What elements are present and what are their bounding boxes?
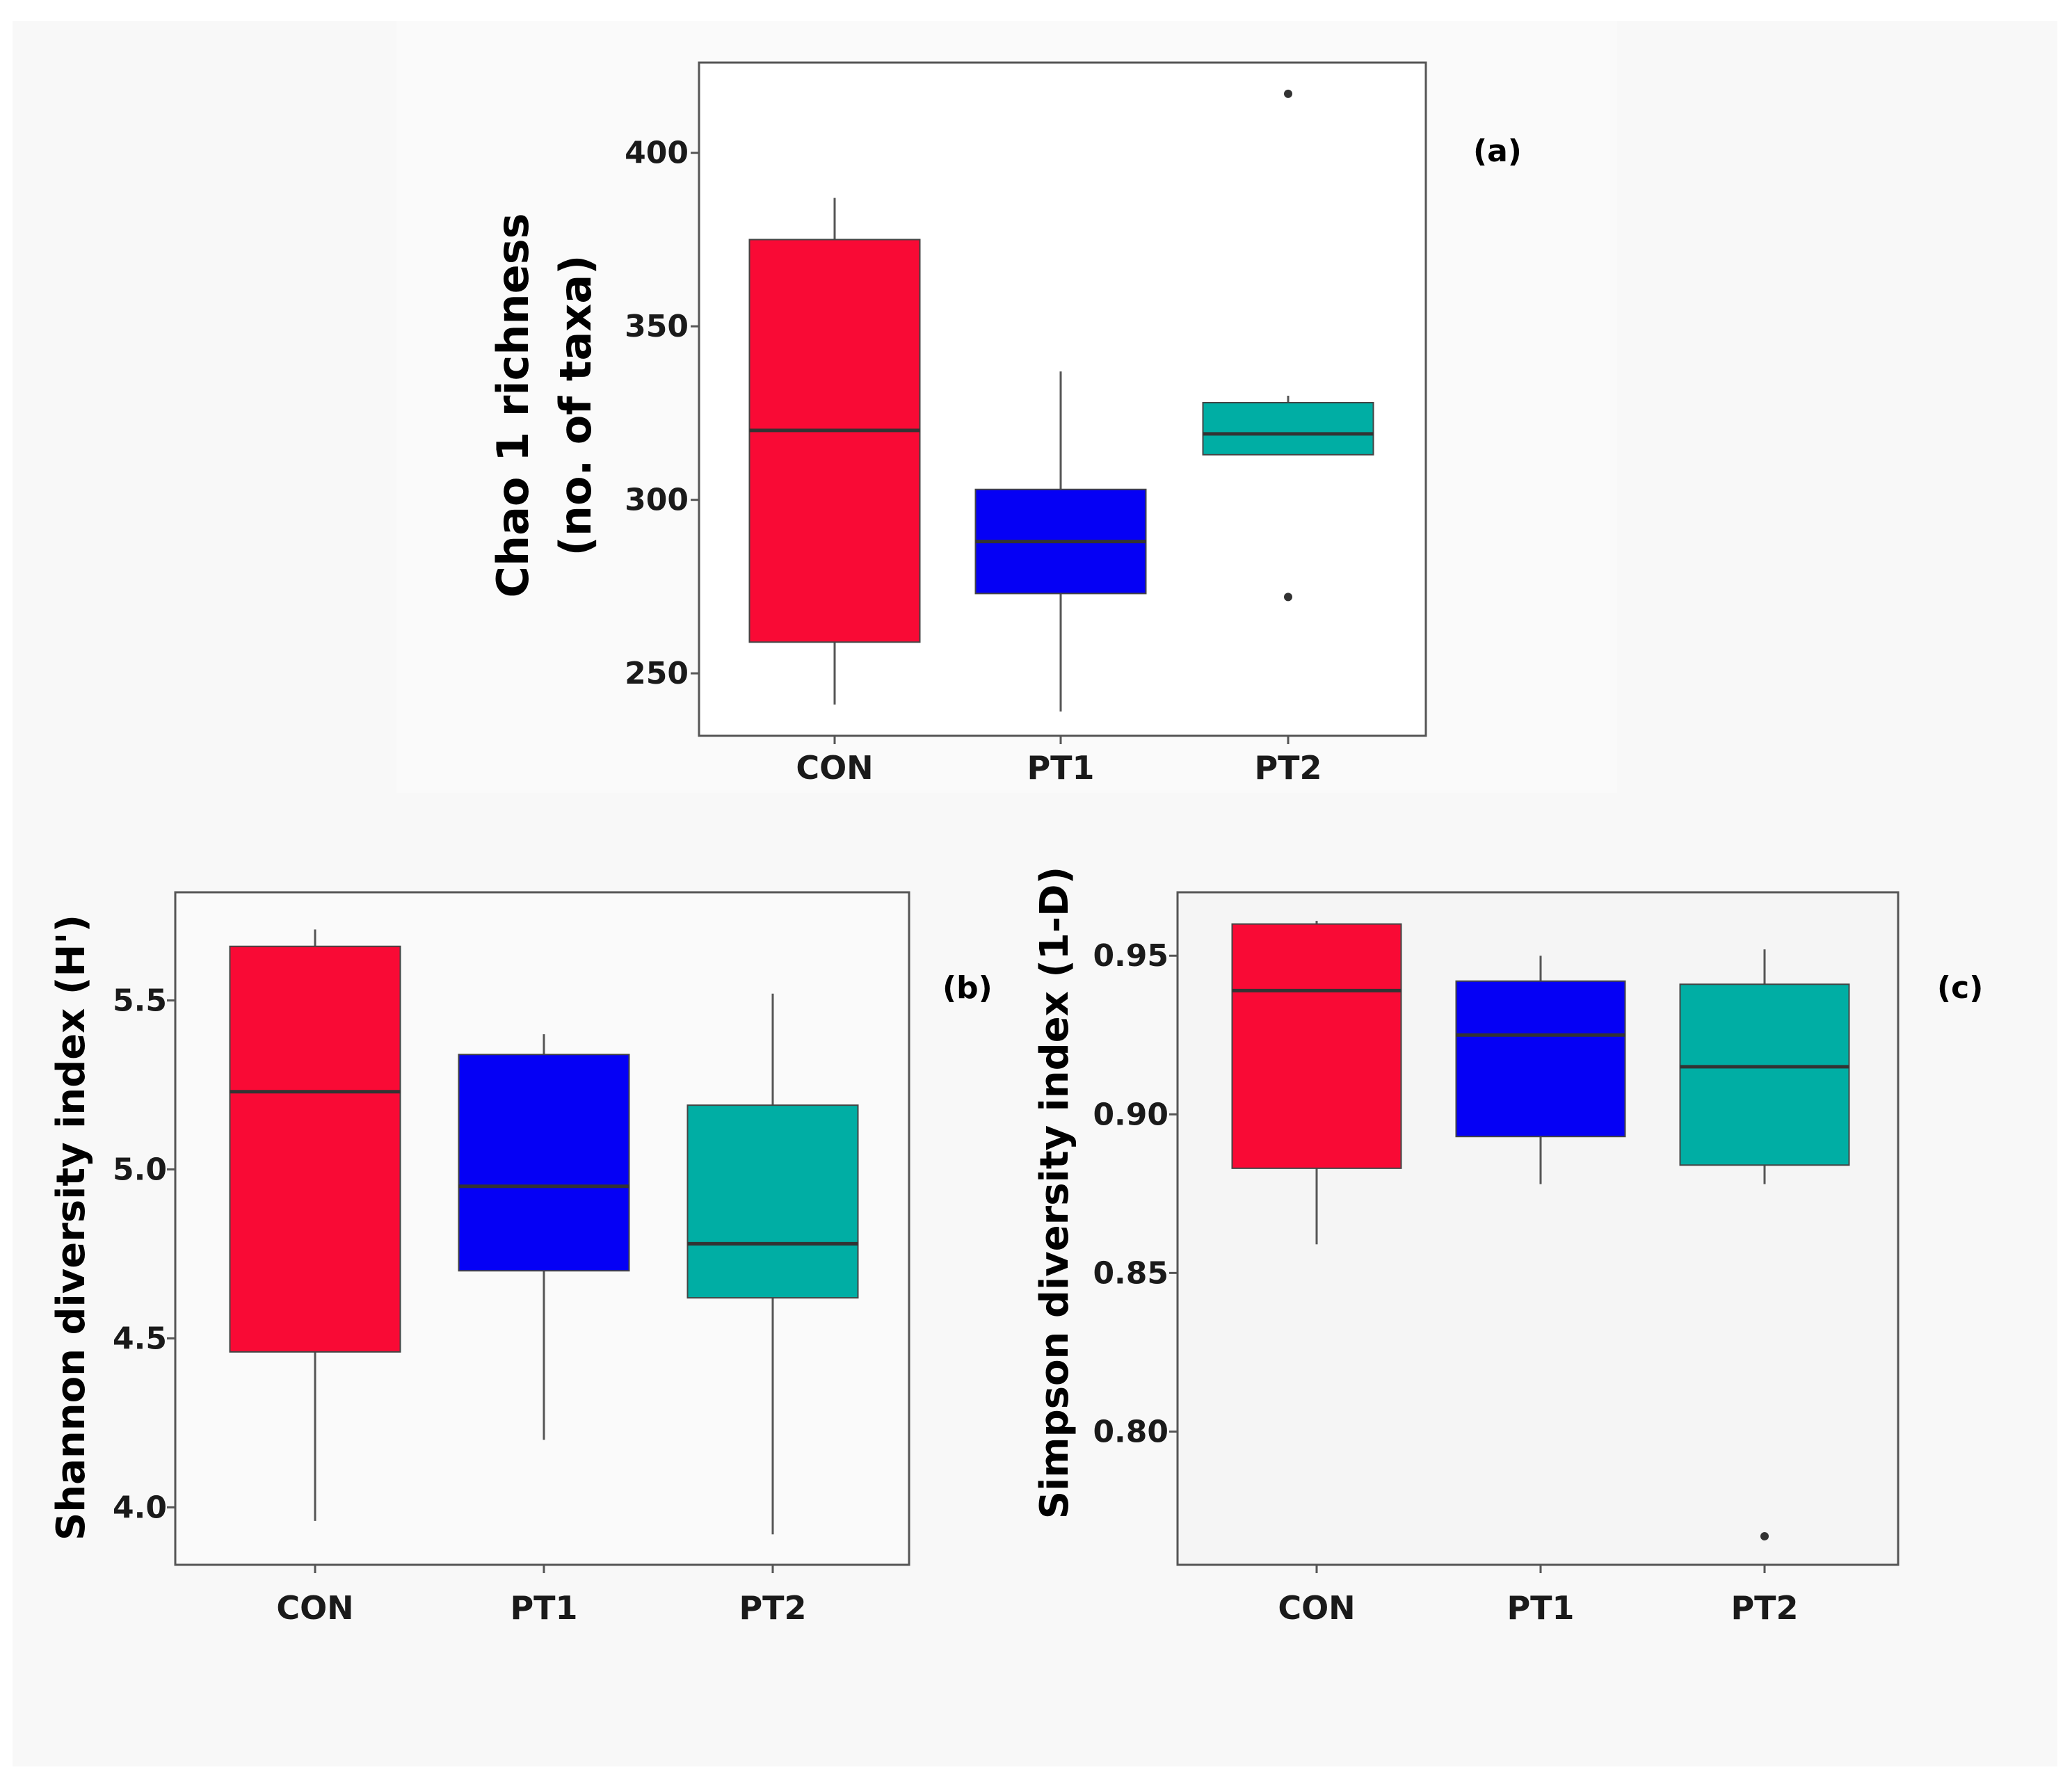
box-pt1 — [974, 371, 1147, 712]
iqr-box — [686, 1104, 859, 1299]
panel-a-y-axis: 250 300 350 400 — [625, 136, 699, 691]
box-pt2 — [1202, 89, 1374, 602]
y-tick-label: 0.95 — [1093, 938, 1168, 974]
box-pt1 — [458, 1034, 630, 1440]
y-tick-label: 350 — [625, 309, 689, 344]
iqr-box — [1455, 980, 1626, 1138]
outlier-point — [1284, 593, 1292, 602]
panel-a-x-axis: CON PT1 PT2 — [796, 736, 1322, 787]
panel-c-ylabel: Simpson diversity index (1-D) — [1032, 867, 1077, 1519]
y-tick-label: 250 — [625, 656, 689, 691]
iqr-box — [1679, 983, 1850, 1166]
iqr-box — [458, 1054, 630, 1272]
panel-b-x-axis: CON PT1 PT2 — [276, 1565, 807, 1627]
x-tick-label-pt2: PT2 — [1730, 1589, 1798, 1627]
box-con — [748, 198, 921, 705]
outlier-point — [1284, 89, 1292, 98]
box-con — [1231, 921, 1402, 1245]
iqr-box — [748, 239, 921, 643]
y-tick-label: 5.0 — [113, 1152, 167, 1187]
panel-c-boxes — [1231, 921, 1850, 1540]
box-pt2 — [1679, 949, 1850, 1540]
panel-b-y-axis: 4.0 4.5 5.0 5.5 — [113, 983, 175, 1525]
box-pt1 — [1455, 956, 1626, 1184]
panel-b-ylabel: Shannon diversity index (H') — [49, 915, 94, 1540]
panel-a-ylabel-line1: Chao 1 richness — [488, 213, 538, 597]
y-tick-label: 5.5 — [113, 983, 167, 1018]
y-tick-label: 400 — [625, 136, 689, 171]
panel-b-boxes — [229, 929, 859, 1535]
box-pt2 — [686, 993, 859, 1535]
panel-a-boxes — [748, 89, 1374, 712]
x-tick-label-con: CON — [276, 1589, 353, 1627]
x-tick-label-pt1: PT1 — [1507, 1589, 1574, 1627]
x-tick-label-pt1: PT1 — [1027, 749, 1094, 787]
box-con — [229, 929, 401, 1521]
panel-a: 250 300 350 400 CON PT1 PT2 Chao 1 richness (… — [488, 61, 1522, 787]
panel-b: 4.0 4.5 5.0 5.5 CON PT1 PT2 Shannon diversity… — [49, 891, 993, 1627]
x-tick-label-pt2: PT2 — [1254, 749, 1322, 787]
panel-a-ylabel-line2: (no. of taxa) — [550, 255, 601, 556]
y-tick-label: 0.80 — [1093, 1414, 1168, 1449]
x-tick-label-con: CON — [1278, 1589, 1355, 1627]
panel-c-x-axis: CON PT1 PT2 — [1278, 1565, 1799, 1627]
panel-c-y-axis: 0.80 0.85 0.90 0.95 — [1093, 938, 1178, 1449]
x-tick-label-pt2: PT2 — [739, 1589, 806, 1627]
panel-a-label: (a) — [1473, 134, 1522, 169]
y-tick-label: 4.5 — [113, 1321, 167, 1356]
panel-b-label: (b) — [942, 970, 993, 1006]
iqr-box — [1202, 401, 1374, 456]
y-tick-label: 0.90 — [1093, 1097, 1168, 1132]
outlier-point — [1760, 1531, 1769, 1540]
iqr-box — [1231, 923, 1402, 1169]
x-tick-label-con: CON — [796, 749, 873, 787]
panel-c: 0.80 0.85 0.90 0.95 CON PT1 PT2 Simpson diver… — [1032, 867, 1983, 1627]
x-tick-label-pt1: PT1 — [510, 1589, 577, 1627]
y-tick-label: 4.0 — [113, 1490, 167, 1525]
iqr-box — [229, 945, 401, 1353]
y-tick-label: 0.85 — [1093, 1255, 1168, 1291]
panel-c-label: (c) — [1937, 970, 1983, 1006]
y-tick-label: 300 — [625, 483, 689, 518]
